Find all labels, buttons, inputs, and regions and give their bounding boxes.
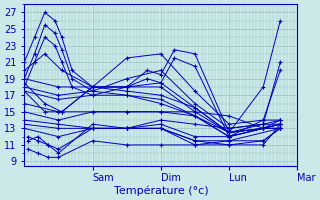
X-axis label: Température (°c): Température (°c) [114, 185, 208, 196]
